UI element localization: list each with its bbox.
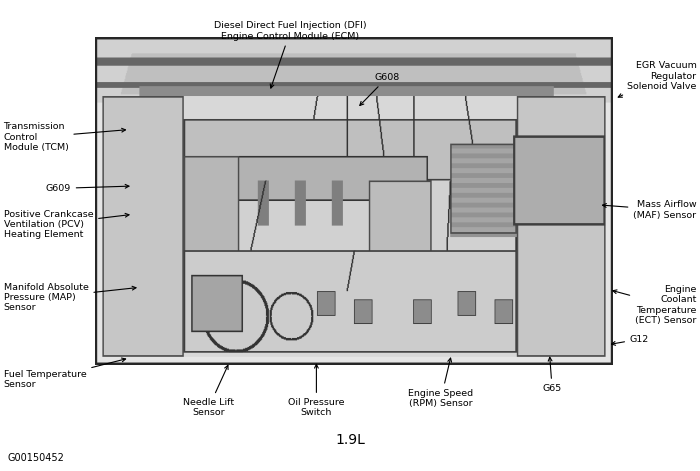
Text: Transmission
Control
Module (TCM): Transmission Control Module (TCM) [4,122,125,152]
Text: G65: G65 [542,357,561,393]
Text: Mass Airflow
(MAF) Sensor: Mass Airflow (MAF) Sensor [603,200,696,219]
Text: Engine Speed
(RPM) Sensor: Engine Speed (RPM) Sensor [408,358,474,408]
Text: Manifold Absolute
Pressure (MAP)
Sensor: Manifold Absolute Pressure (MAP) Sensor [4,283,136,312]
Text: G12: G12 [612,334,650,345]
Text: Oil Pressure
Switch: Oil Pressure Switch [288,365,344,417]
Text: 1.9L: 1.9L [335,433,365,447]
Text: Engine
Coolant
Temperature
(ECT) Sensor: Engine Coolant Temperature (ECT) Sensor [613,285,696,325]
Text: Diesel Direct Fuel Injection (DFI)
Engine Control Module (ECM): Diesel Direct Fuel Injection (DFI) Engin… [214,21,367,88]
Text: G608: G608 [360,73,400,106]
Text: Fuel Temperature
Sensor: Fuel Temperature Sensor [4,358,125,389]
Text: EGR Vacuum
Regulator
Solenoid Valve: EGR Vacuum Regulator Solenoid Valve [618,61,696,97]
Text: Positive Crankcase
Ventilation (PCV)
Heating Element: Positive Crankcase Ventilation (PCV) Hea… [4,210,129,239]
Text: Needle Lift
Sensor: Needle Lift Sensor [183,365,235,417]
Text: G00150452: G00150452 [7,453,64,463]
Text: G609: G609 [46,184,129,193]
